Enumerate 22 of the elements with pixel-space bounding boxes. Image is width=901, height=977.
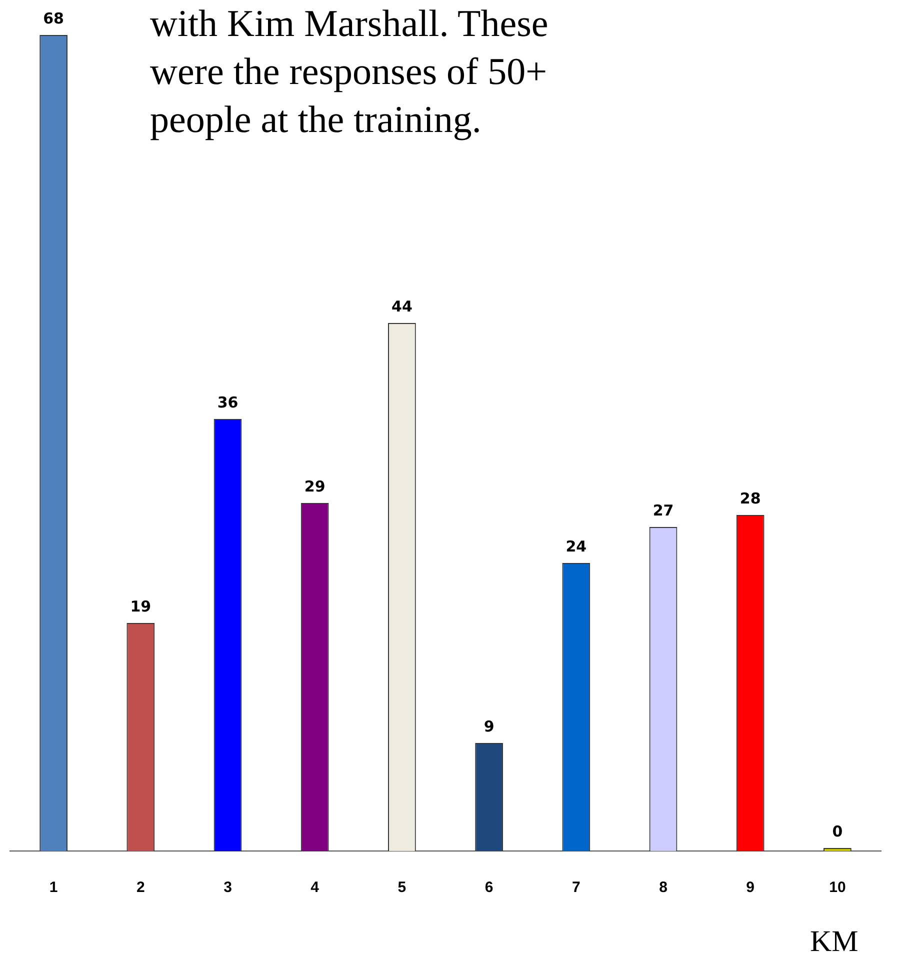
text: KM: [810, 925, 858, 959]
x-tick-label: 2: [136, 879, 145, 896]
annotation: with Kim Marshall. These were the responses of 50+ people at the training.: [150, 2, 550, 143]
x-tick-label: 8: [659, 879, 668, 896]
x-tick-label: 10: [829, 879, 846, 896]
x-tick-label: 3: [224, 879, 232, 896]
data-label: 19: [130, 597, 152, 616]
data-label: 27: [652, 501, 674, 520]
data-label: 24: [566, 537, 587, 556]
data-label: 9: [484, 717, 494, 736]
x-tick-label: 7: [572, 879, 580, 896]
x-tick-label: 9: [746, 879, 755, 896]
data-label: 0: [832, 822, 843, 840]
data-label: 44: [392, 297, 412, 316]
x-tick-label: 1: [49, 879, 58, 896]
data-label: 28: [740, 489, 761, 508]
data-label: 68: [43, 9, 64, 28]
x-tick-label: 6: [484, 879, 494, 896]
data-label: 29: [304, 477, 326, 496]
x-tick-label: 5: [398, 879, 406, 896]
x-tick-label: 4: [310, 879, 320, 896]
data-label: 36: [217, 393, 238, 412]
